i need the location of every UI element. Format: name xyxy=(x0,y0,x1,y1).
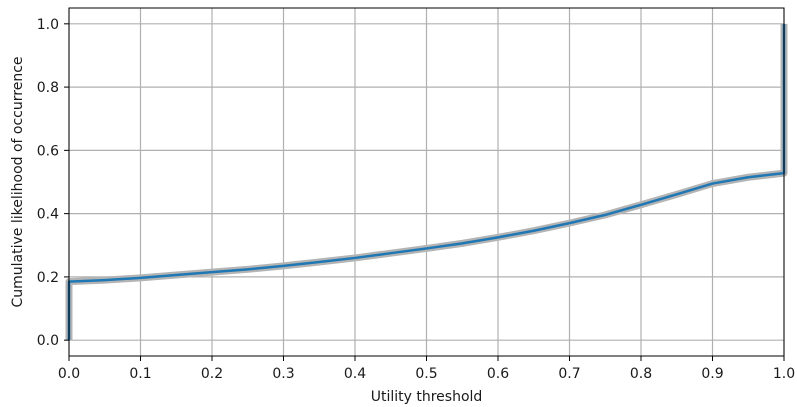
y-ticks: 0.0 0.2 0.4 0.6 0.8 1.0 xyxy=(37,17,69,349)
x-tick-label: 0.0 xyxy=(58,366,80,382)
x-tick-label: 0.5 xyxy=(415,366,437,382)
x-tick-label: 0.8 xyxy=(630,366,652,382)
x-axis-label: Utility threshold xyxy=(371,389,483,405)
x-tick-label: 0.7 xyxy=(558,366,580,382)
x-ticks: 0.0 0.1 0.2 0.3 0.4 0.5 0.6 0.7 0.8 0.9 1.0 xyxy=(58,356,795,382)
y-tick-label: 0.2 xyxy=(37,270,59,286)
x-tick-label: 0.1 xyxy=(129,366,151,382)
y-tick-label: 0.4 xyxy=(37,207,59,223)
x-tick-label: 0.9 xyxy=(701,366,723,382)
y-axis-label: Cumulative likelihood of occurrence xyxy=(10,56,26,307)
x-tick-label: 0.4 xyxy=(344,366,366,382)
y-tick-label: 0.6 xyxy=(37,143,59,159)
grid-lines xyxy=(68,8,785,356)
y-tick-label: 1.0 xyxy=(37,17,59,33)
y-tick-label: 0.0 xyxy=(37,333,59,349)
x-tick-label: 0.2 xyxy=(201,366,223,382)
x-tick-label: 0.6 xyxy=(487,366,509,382)
series-layer xyxy=(65,23,788,341)
x-tick-label: 1.0 xyxy=(773,366,795,382)
x-tick-label: 0.3 xyxy=(272,366,294,382)
y-tick-label: 0.8 xyxy=(37,80,59,96)
series-line xyxy=(67,23,786,341)
